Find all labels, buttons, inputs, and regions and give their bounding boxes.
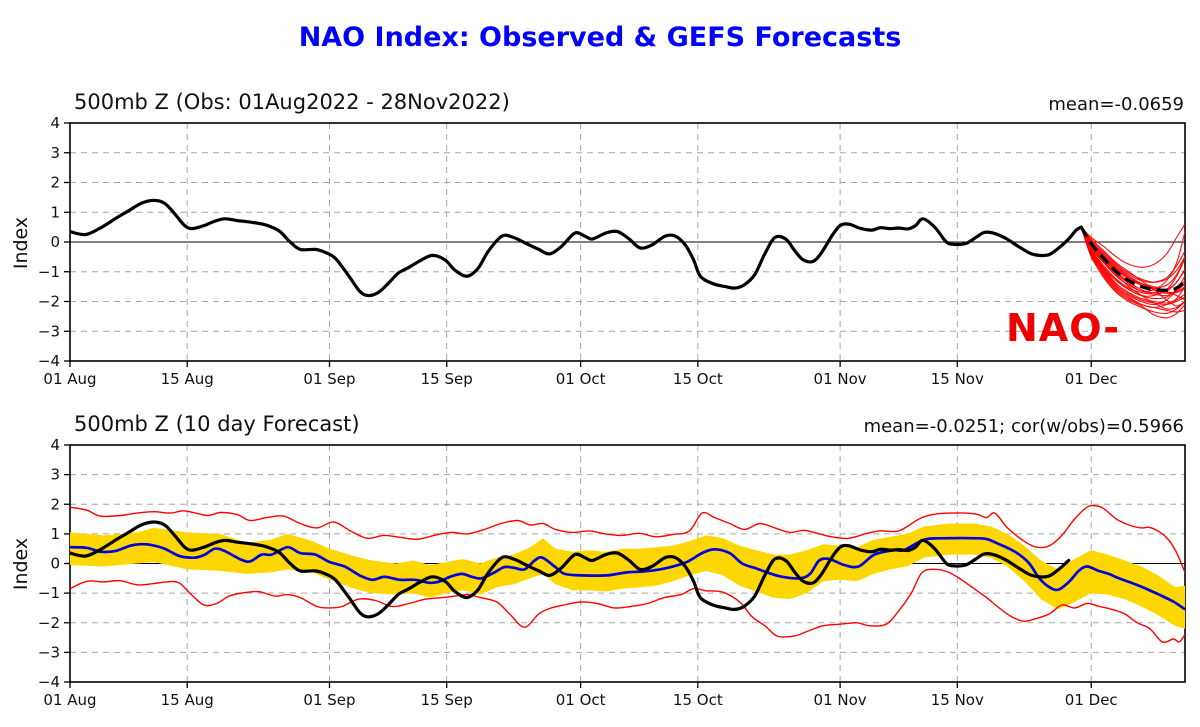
ensemble-member-line	[1080, 226, 1185, 306]
ensemble-member-line	[1080, 226, 1185, 294]
y-tick-label: −2	[38, 614, 60, 632]
series-layer	[70, 198, 1185, 319]
forecast-panel-plot: 01 Aug 15 Aug 01 Sep 15 Sep 01 Oct 15 Oct 01 N…	[38, 436, 1186, 709]
y-tick-label: −3	[38, 643, 60, 661]
x-tick-label: 15 Oct	[673, 370, 723, 388]
series-layer	[70, 504, 1185, 644]
page-title: NAO Index: Observed & GEFS Forecasts	[298, 22, 902, 53]
x-tick-label: 01 Oct	[556, 691, 606, 709]
spread-band	[70, 523, 1185, 629]
x-tick-label: 01 Nov	[814, 370, 867, 388]
observed-line	[70, 198, 1083, 298]
x-tick-label: 15 Nov	[931, 370, 984, 388]
nao-minus-annotation: NAO-	[1006, 306, 1120, 350]
ensemble-member-line	[1080, 226, 1185, 319]
ensemble-member-line	[1080, 226, 1185, 293]
y-tick-label: 0	[50, 233, 60, 251]
x-tick-label: 15 Aug	[161, 691, 214, 709]
obs-panel-title: 500mb Z (Obs: 01Aug2022 - 28Nov2022)	[74, 90, 510, 114]
observed-line	[70, 520, 1071, 619]
x-tick-label: 01 Sep	[303, 691, 355, 709]
y-tick-label: −3	[38, 322, 60, 340]
grid-layer	[70, 123, 1185, 361]
y-tick-label: −4	[38, 352, 60, 370]
forecast-panel-title: 500mb Z (10 day Forecast)	[74, 412, 360, 436]
obs-panel-mean-stat: mean=-0.0659	[1048, 94, 1184, 115]
y-tick-label: 4	[50, 436, 60, 454]
y-tick-label: 1	[50, 203, 60, 221]
forecast-line	[70, 536, 1185, 611]
envelope-min-line	[70, 568, 1185, 644]
x-tick-label: 01 Sep	[303, 370, 355, 388]
x-tick-label: 01 Dec	[1065, 691, 1118, 709]
x-tick-label: 15 Aug	[161, 370, 214, 388]
envelope-max-line	[70, 504, 1185, 573]
x-tick-label: 15 Sep	[421, 691, 473, 709]
ensemble-member-line	[1080, 226, 1185, 304]
y-tick-label: 3	[50, 144, 60, 162]
ensemble-member-line	[1080, 226, 1185, 283]
y-tick-label: 2	[50, 174, 60, 192]
y-tick-label: 4	[50, 114, 60, 132]
y-tick-label: 2	[50, 495, 60, 513]
y-tick-label: −1	[38, 263, 60, 281]
x-tick-label: 01 Dec	[1065, 370, 1118, 388]
ensemble-member-line	[1080, 223, 1185, 268]
x-tick-label: 15 Sep	[421, 370, 473, 388]
x-tick-label: 01 Nov	[814, 691, 867, 709]
obs-panel-plot: 01 Aug 15 Aug 01 Sep 15 Sep 01 Oct 15 Oct 01 N…	[38, 114, 1186, 388]
x-tick-label: 15 Oct	[673, 691, 723, 709]
x-tick-label: 01 Oct	[556, 370, 606, 388]
y-tick-label: −4	[38, 673, 60, 691]
y-tick-label: 3	[50, 466, 60, 484]
y-tick-label: −2	[38, 293, 60, 311]
x-tick-label: 01 Aug	[43, 370, 96, 388]
forecast-panel-stats: mean=-0.0251; cor(w/obs)=0.5966	[863, 416, 1184, 437]
y-tick-label: 1	[50, 525, 60, 543]
y-tick-label: −1	[38, 584, 60, 602]
ensemble-member-line	[1080, 226, 1185, 297]
y-tick-label: 0	[50, 555, 60, 573]
x-tick-label: 15 Nov	[931, 691, 984, 709]
ensemble-member-line	[1080, 226, 1185, 313]
x-tick-label: 01 Aug	[43, 691, 96, 709]
plot-border	[69, 122, 1186, 362]
